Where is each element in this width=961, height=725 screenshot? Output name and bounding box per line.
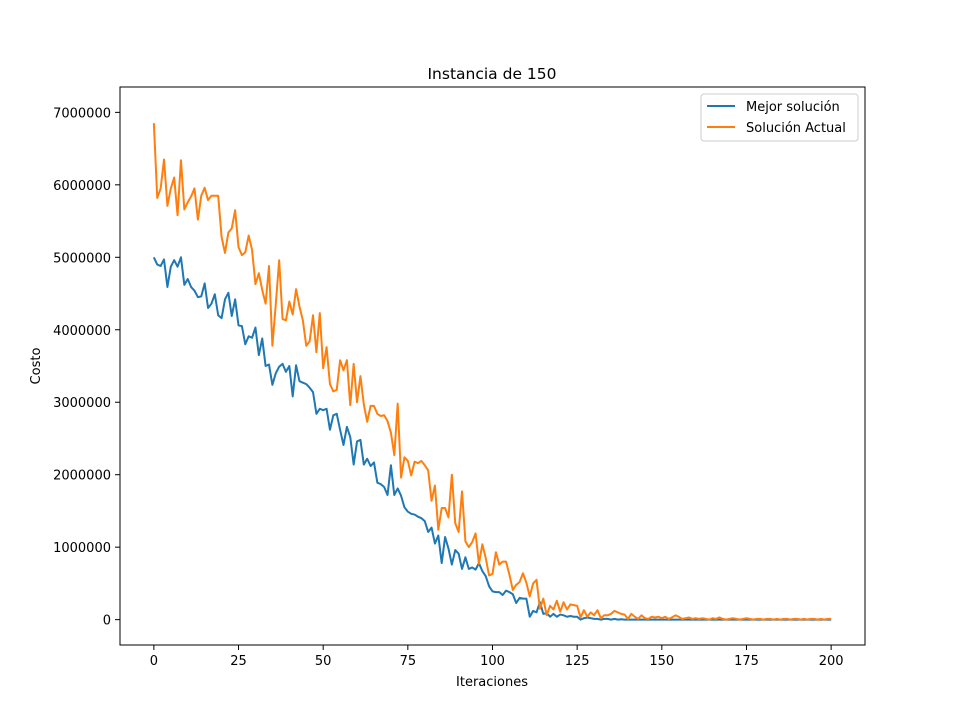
series-layer bbox=[152, 123, 832, 621]
x-axis-title: Iteraciones bbox=[456, 675, 528, 690]
legend: Mejor solución Solución Actual bbox=[700, 93, 859, 142]
x-axis-ticks: 0 25 50 75 100 125 150 175 200 bbox=[150, 645, 844, 669]
series-line-mejor-solucion bbox=[152, 256, 832, 621]
x-tick-label: 125 bbox=[565, 654, 590, 669]
x-tick-label: 100 bbox=[480, 654, 505, 669]
y-tick-label: 4000000 bbox=[53, 324, 111, 339]
y-tick-label: 5000000 bbox=[53, 251, 111, 266]
y-axis-title: Costo bbox=[29, 348, 44, 385]
series-line-solucion-actual bbox=[152, 123, 832, 621]
legend-label-mejor: Mejor solución bbox=[746, 100, 840, 115]
legend-label-actual: Solución Actual bbox=[746, 121, 846, 136]
y-tick-label: 7000000 bbox=[53, 106, 111, 121]
y-tick-label: 2000000 bbox=[53, 469, 111, 484]
y-tick-label: 1000000 bbox=[53, 541, 111, 556]
x-tick-label: 75 bbox=[400, 654, 417, 669]
y-tick-label: 3000000 bbox=[53, 396, 111, 411]
x-tick-label: 0 bbox=[150, 654, 158, 669]
chart-title: Instancia de 150 bbox=[427, 65, 556, 83]
x-tick-label: 50 bbox=[315, 654, 332, 669]
legend-frame bbox=[700, 93, 859, 142]
x-tick-label: 200 bbox=[819, 654, 844, 669]
y-tick-label: 0 bbox=[103, 614, 111, 629]
x-tick-label: 150 bbox=[649, 654, 674, 669]
x-tick-label: 25 bbox=[230, 654, 247, 669]
y-tick-label: 6000000 bbox=[53, 179, 111, 194]
y-axis-ticks: 0 1000000 2000000 3000000 4000000 5000000 6000… bbox=[53, 106, 120, 629]
x-tick-label: 175 bbox=[734, 654, 759, 669]
